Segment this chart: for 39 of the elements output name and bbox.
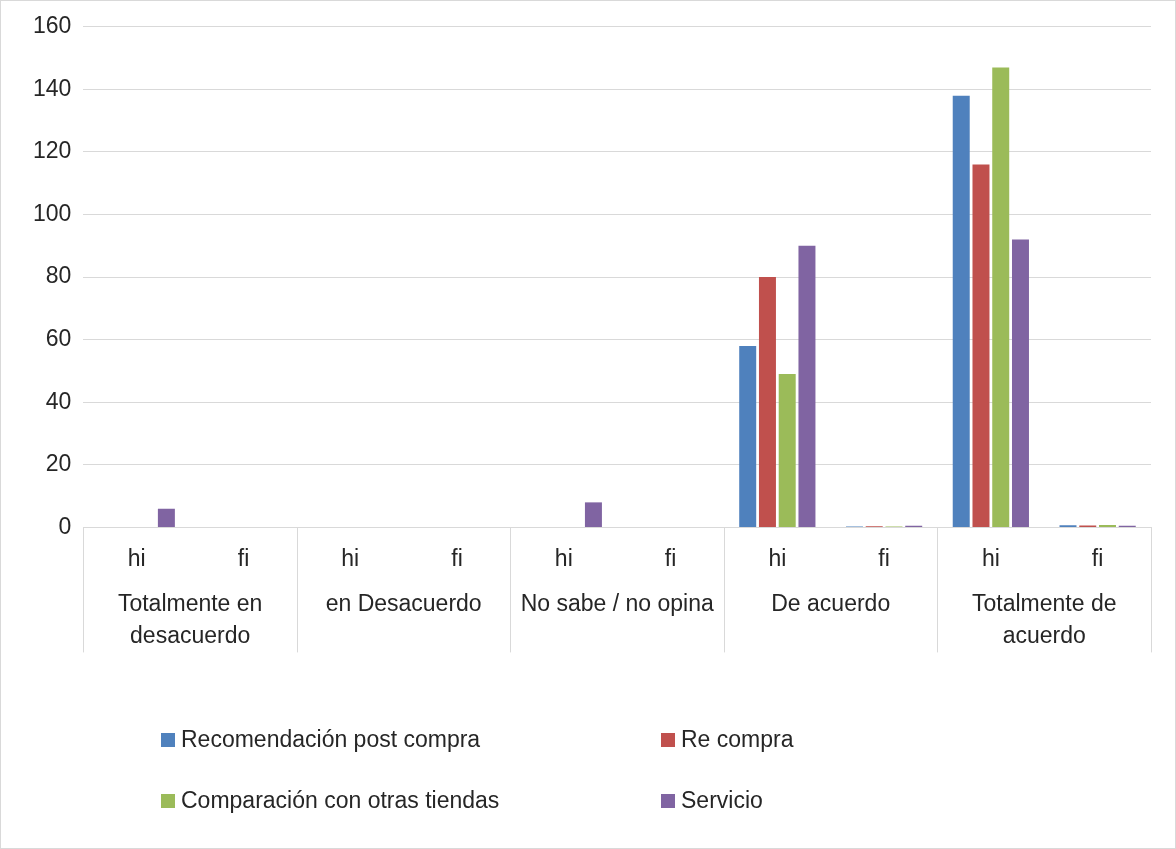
legend-label: Re compra <box>681 726 794 753</box>
text: en Desacuerdo <box>325 590 482 617</box>
x-tick-label: fi <box>451 544 463 571</box>
bar <box>157 508 175 527</box>
x-tick-label: fi <box>664 544 677 571</box>
y-tick-label: 120 <box>33 137 72 164</box>
x-tick-label: hi <box>127 544 146 571</box>
y-tick-label: 60 <box>45 325 72 352</box>
bar <box>798 245 816 527</box>
text: De acuerdo <box>771 590 891 617</box>
bar <box>758 277 776 527</box>
bar <box>1099 524 1116 527</box>
x-tick-label: hi <box>768 544 787 571</box>
y-tick-label: 100 <box>33 199 72 226</box>
bar <box>992 67 1010 527</box>
bar <box>952 95 970 527</box>
bar <box>778 374 796 527</box>
text: Totalmente de acuerdo <box>972 590 1117 649</box>
y-tick-label: 40 <box>45 387 72 414</box>
bar <box>584 502 602 527</box>
bar <box>1011 239 1029 527</box>
legend-label: Comparación con otras tiendas <box>181 787 500 814</box>
y-tick-label: 80 <box>45 262 72 289</box>
legend-label: Recomendación post compra <box>181 726 481 753</box>
text: No sabe / no opina <box>520 590 714 617</box>
text: Totalmente en desacuerdo <box>117 590 263 649</box>
y-tick-label: 0 <box>58 512 72 539</box>
x-tick-label: hi <box>341 544 360 571</box>
y-tick-label: 20 <box>45 450 72 477</box>
x-tick-label: hi <box>981 544 1000 571</box>
y-tick-label: 140 <box>33 74 72 101</box>
legend-label: Servicio <box>681 787 763 814</box>
x-tick-label: fi <box>1091 544 1104 571</box>
y-tick-label: 160 <box>33 12 72 39</box>
x-tick-label: fi <box>237 544 250 571</box>
bar <box>972 164 990 527</box>
x-tick-label: hi <box>554 544 573 571</box>
bar <box>739 345 757 527</box>
x-tick-label: fi <box>878 544 890 571</box>
